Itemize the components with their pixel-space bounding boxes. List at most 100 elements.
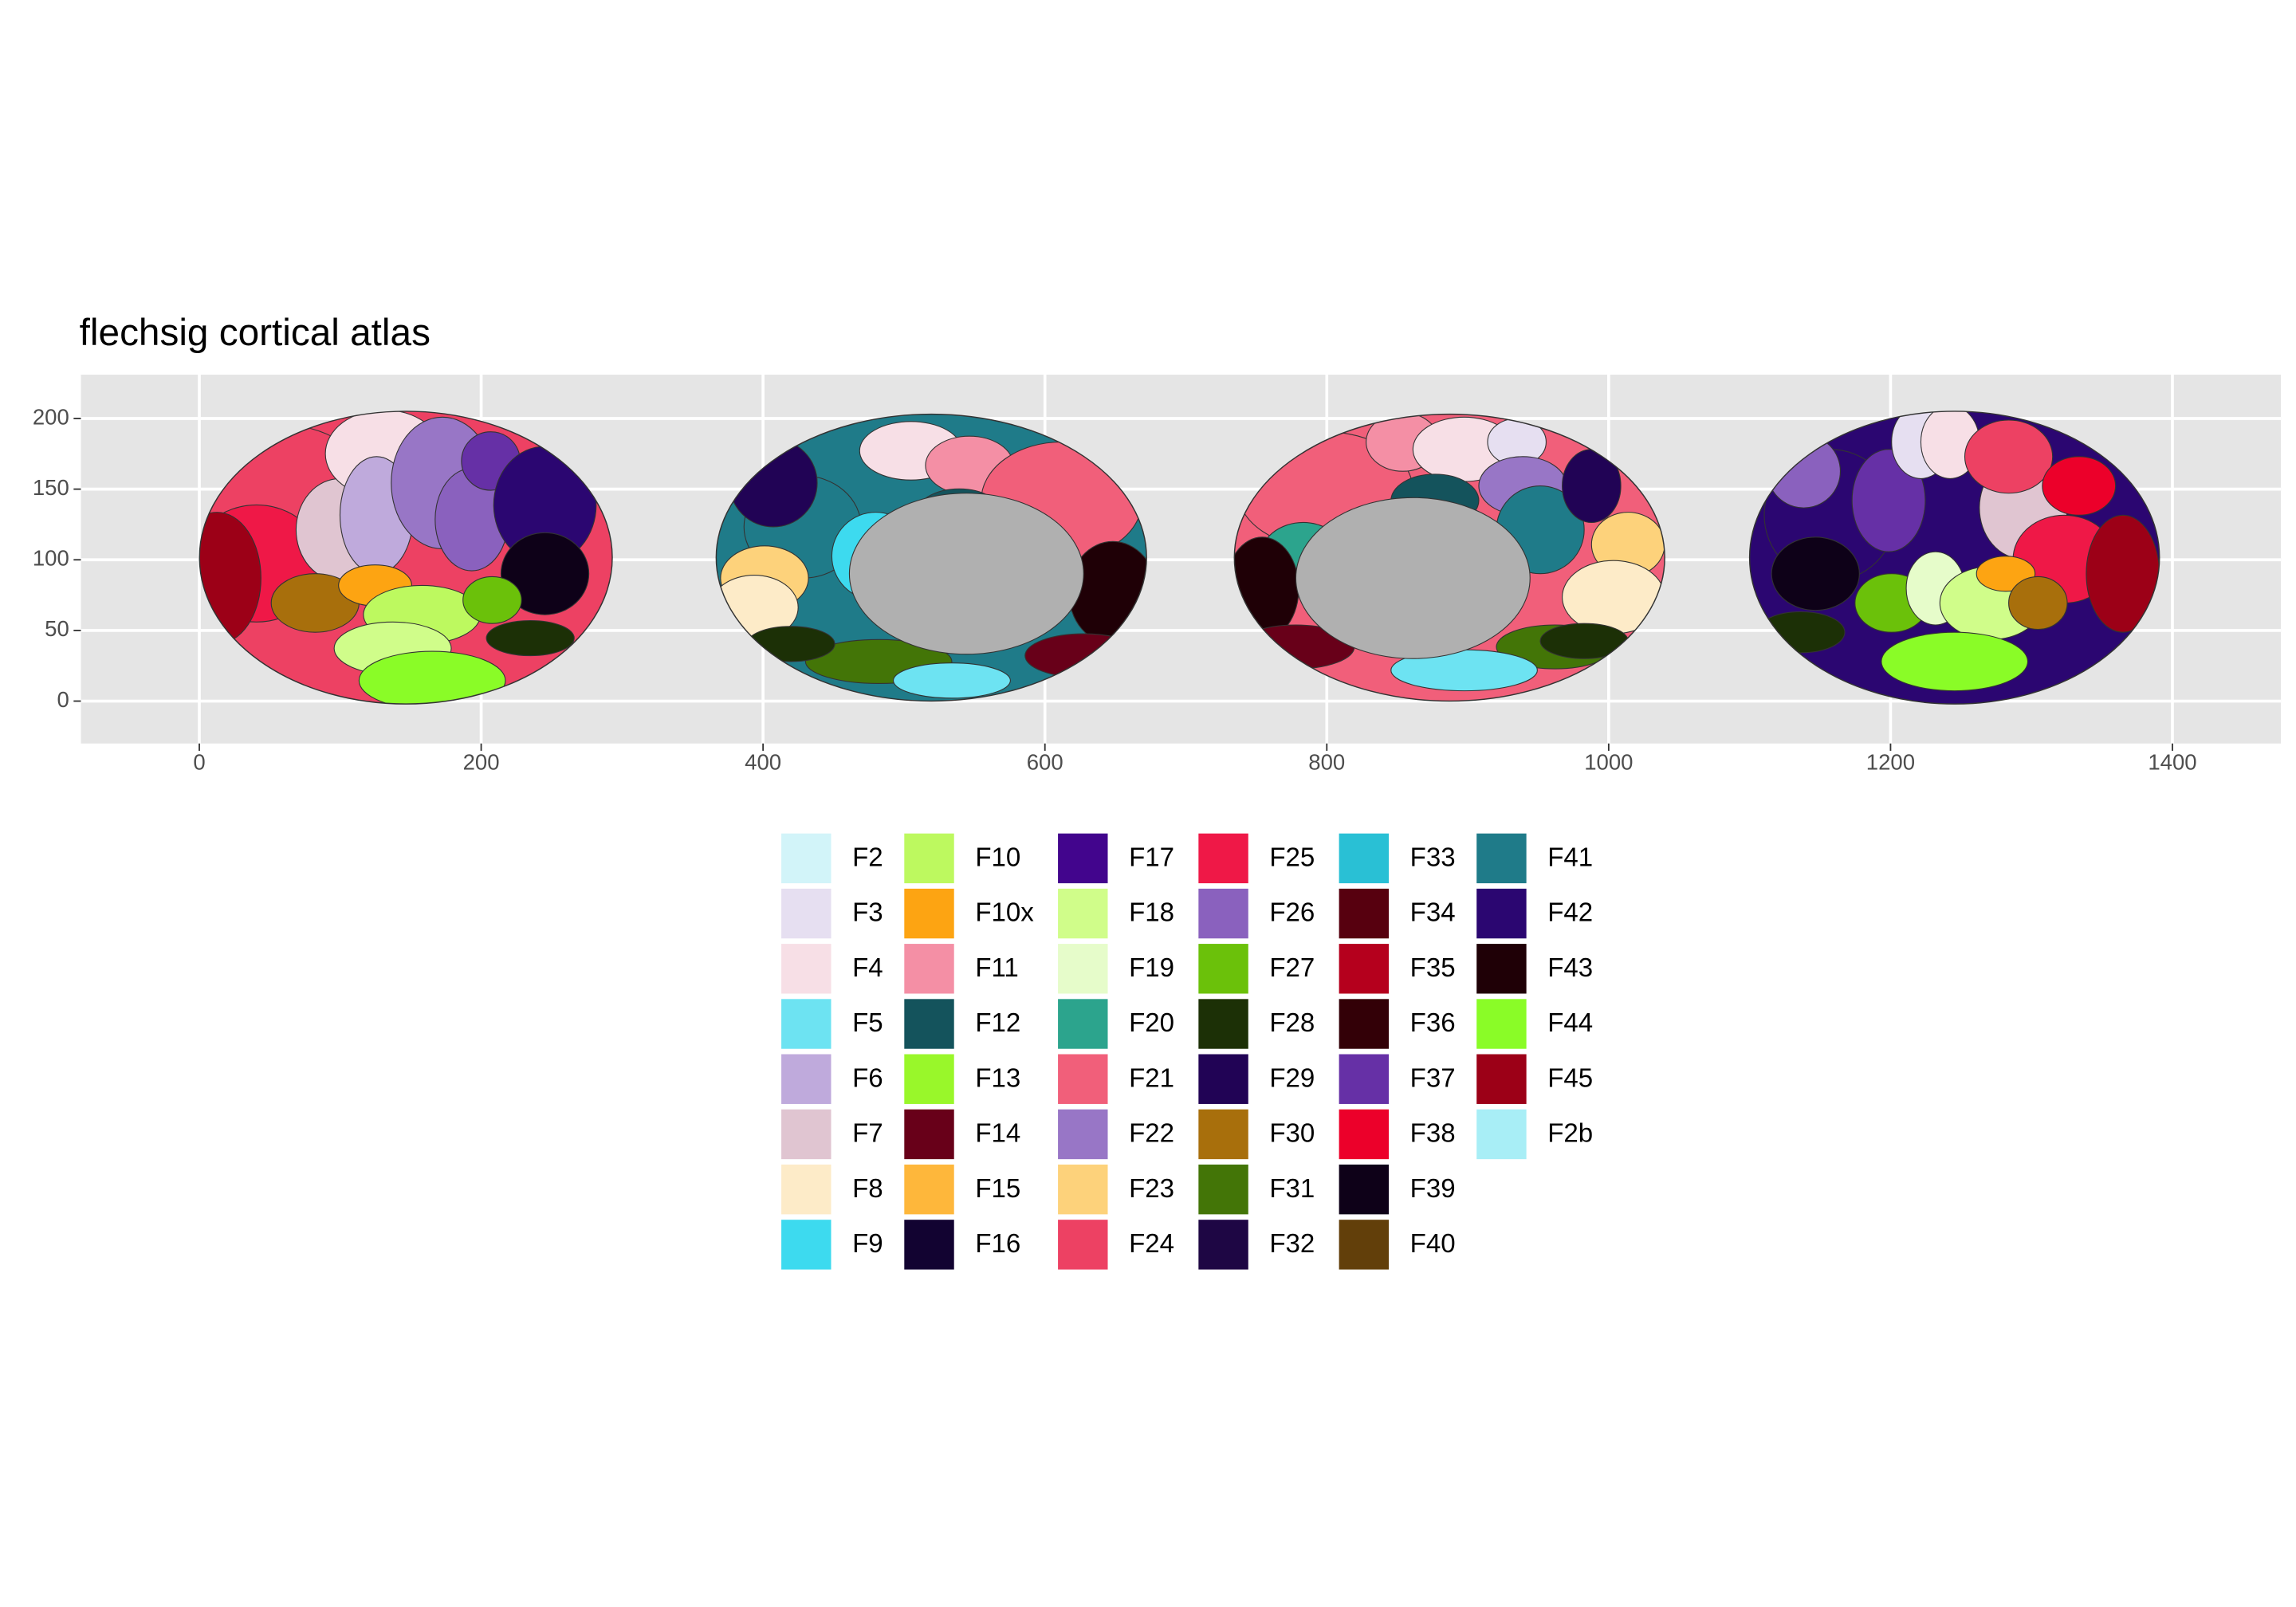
legend-key bbox=[1475, 1107, 1528, 1161]
legend-key bbox=[1475, 831, 1528, 885]
legend-label: F8 bbox=[852, 1174, 883, 1204]
legend-label: F33 bbox=[1410, 843, 1456, 873]
legend-label: F3 bbox=[852, 898, 883, 928]
brain-outline bbox=[1748, 411, 2160, 705]
legend-label: F7 bbox=[852, 1119, 883, 1149]
legend-label: F41 bbox=[1547, 843, 1593, 873]
legend-label: F24 bbox=[1129, 1229, 1174, 1259]
legend-key bbox=[780, 1163, 833, 1216]
legend-label: F19 bbox=[1129, 953, 1174, 983]
legend-key bbox=[902, 1052, 956, 1106]
legend-key bbox=[1475, 887, 1528, 941]
legend-label: F13 bbox=[975, 1063, 1020, 1093]
legend-label: F5 bbox=[852, 1008, 883, 1038]
legend-key bbox=[1197, 831, 1250, 885]
legend-label: F25 bbox=[1269, 843, 1315, 873]
brain-region bbox=[1881, 631, 2029, 692]
legend-key bbox=[1056, 831, 1110, 885]
brain-region bbox=[1964, 419, 2054, 494]
legend-label: F10x bbox=[975, 898, 1034, 928]
brain-view bbox=[1749, 411, 2160, 705]
x-tick-label: 600 bbox=[1027, 750, 1063, 775]
medial-wall bbox=[848, 493, 1084, 655]
legend-label: F43 bbox=[1547, 953, 1593, 983]
legend-label: F15 bbox=[975, 1174, 1020, 1204]
legend-label: F40 bbox=[1410, 1229, 1456, 1259]
y-tick-label: 0 bbox=[57, 687, 69, 712]
legend-key bbox=[780, 1052, 833, 1106]
x-tick-label: 800 bbox=[1308, 750, 1345, 775]
legend-label: F10 bbox=[975, 843, 1020, 873]
legend-label: F20 bbox=[1129, 1008, 1174, 1038]
legend-key bbox=[902, 1163, 956, 1216]
legend-key bbox=[1197, 1107, 1250, 1161]
legend-key bbox=[902, 1218, 956, 1271]
legend-label: F21 bbox=[1129, 1063, 1174, 1093]
legend-label: F44 bbox=[1547, 1008, 1593, 1038]
chart-title: flechsig cortical atlas bbox=[80, 312, 431, 354]
medial-wall bbox=[1295, 497, 1531, 659]
legend-key bbox=[1337, 1163, 1390, 1216]
legend-label: F4 bbox=[852, 953, 883, 983]
legend-key bbox=[1197, 1218, 1250, 1271]
x-tick-label: 1200 bbox=[1866, 750, 1915, 775]
legend-key bbox=[1337, 997, 1390, 1051]
brain-region bbox=[486, 619, 575, 657]
legend-label: F31 bbox=[1269, 1174, 1315, 1204]
legend-key bbox=[1056, 1218, 1110, 1271]
legend-label: F36 bbox=[1410, 1008, 1456, 1038]
legend-key bbox=[1475, 997, 1528, 1051]
legend-key bbox=[780, 997, 833, 1051]
legend-label: F18 bbox=[1129, 898, 1174, 928]
y-tick-label: 150 bbox=[33, 475, 69, 500]
legend-key bbox=[1056, 887, 1110, 941]
legend-key bbox=[902, 1107, 956, 1161]
brain-region bbox=[1851, 449, 1926, 552]
legend-key bbox=[1337, 1052, 1390, 1106]
legend-key bbox=[1337, 831, 1390, 885]
brain-region bbox=[462, 576, 522, 624]
brain-outline bbox=[199, 411, 613, 705]
legend-label: F27 bbox=[1269, 953, 1315, 983]
legend-key bbox=[780, 831, 833, 885]
brain-region bbox=[2086, 514, 2160, 633]
legend-key bbox=[1337, 887, 1390, 941]
brain-region bbox=[1771, 536, 1860, 611]
x-tick-label: 200 bbox=[463, 750, 500, 775]
legend-label: F14 bbox=[975, 1119, 1020, 1149]
legend-label: F12 bbox=[975, 1008, 1020, 1038]
legend-label: F2b bbox=[1547, 1119, 1593, 1149]
legend-label: F37 bbox=[1410, 1063, 1456, 1093]
x-tick-label: 1000 bbox=[1584, 750, 1633, 775]
brain-region bbox=[500, 532, 590, 615]
brain-outline bbox=[1233, 413, 1665, 702]
legend-key bbox=[1337, 1218, 1390, 1271]
legend-key bbox=[1337, 942, 1390, 996]
legend-key bbox=[1056, 997, 1110, 1051]
legend-key bbox=[1197, 1163, 1250, 1216]
legend-label: F22 bbox=[1129, 1119, 1174, 1149]
legend-key bbox=[1056, 942, 1110, 996]
legend-label: F39 bbox=[1410, 1174, 1456, 1204]
brain-region bbox=[358, 650, 506, 705]
legend-label: F42 bbox=[1547, 898, 1593, 928]
legend-label: F38 bbox=[1410, 1119, 1456, 1149]
legend-label: F29 bbox=[1269, 1063, 1315, 1093]
legend-key bbox=[780, 1218, 833, 1271]
legend-key bbox=[780, 887, 833, 941]
legend-label: F26 bbox=[1269, 898, 1315, 928]
legend-label: F32 bbox=[1269, 1229, 1315, 1259]
legend-label: F6 bbox=[852, 1063, 883, 1093]
brain-view bbox=[199, 411, 613, 705]
legend-label: F23 bbox=[1129, 1174, 1174, 1204]
brain-region bbox=[2042, 456, 2117, 516]
legend-label: F35 bbox=[1410, 953, 1456, 983]
legend-key bbox=[1197, 997, 1250, 1051]
y-tick-label: 50 bbox=[45, 616, 69, 641]
legend-label: F9 bbox=[852, 1229, 883, 1259]
legend-key bbox=[902, 887, 956, 941]
x-tick-label: 0 bbox=[193, 750, 205, 775]
legend-key bbox=[1056, 1052, 1110, 1106]
